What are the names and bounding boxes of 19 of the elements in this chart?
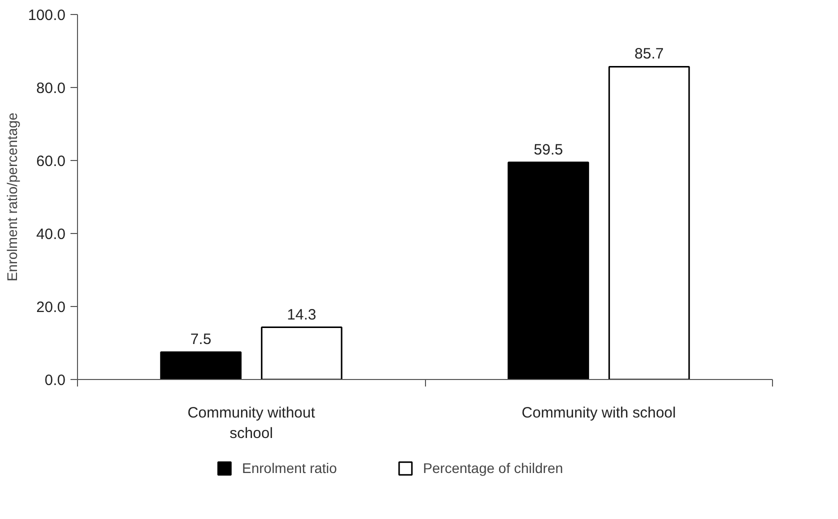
legend-label: Percentage of children [422,460,564,476]
x-tick-label: Community without school [187,404,316,442]
bar [608,66,690,380]
y-tick-label: 40.0 [36,226,66,243]
bar [160,351,242,380]
bar [260,326,342,380]
bar [508,162,590,380]
y-axis-title: Enrolment ratio/percentage [4,112,20,282]
y-tick-label: 0.0 [44,372,66,389]
data-label: 14.3 [287,306,316,324]
legend-label: Enrolment ratio [242,460,337,476]
data-label: 7.5 [190,331,212,348]
data-label: 59.5 [534,141,563,158]
y-tick-label: 60.0 [36,153,66,170]
data-label: 85.7 [634,46,664,63]
y-tick-label: 80.0 [36,80,66,97]
x-tick-label: Community with school [522,404,676,422]
y-tick-label: 100.0 [28,7,66,24]
y-tick-label: 20.0 [36,299,66,316]
